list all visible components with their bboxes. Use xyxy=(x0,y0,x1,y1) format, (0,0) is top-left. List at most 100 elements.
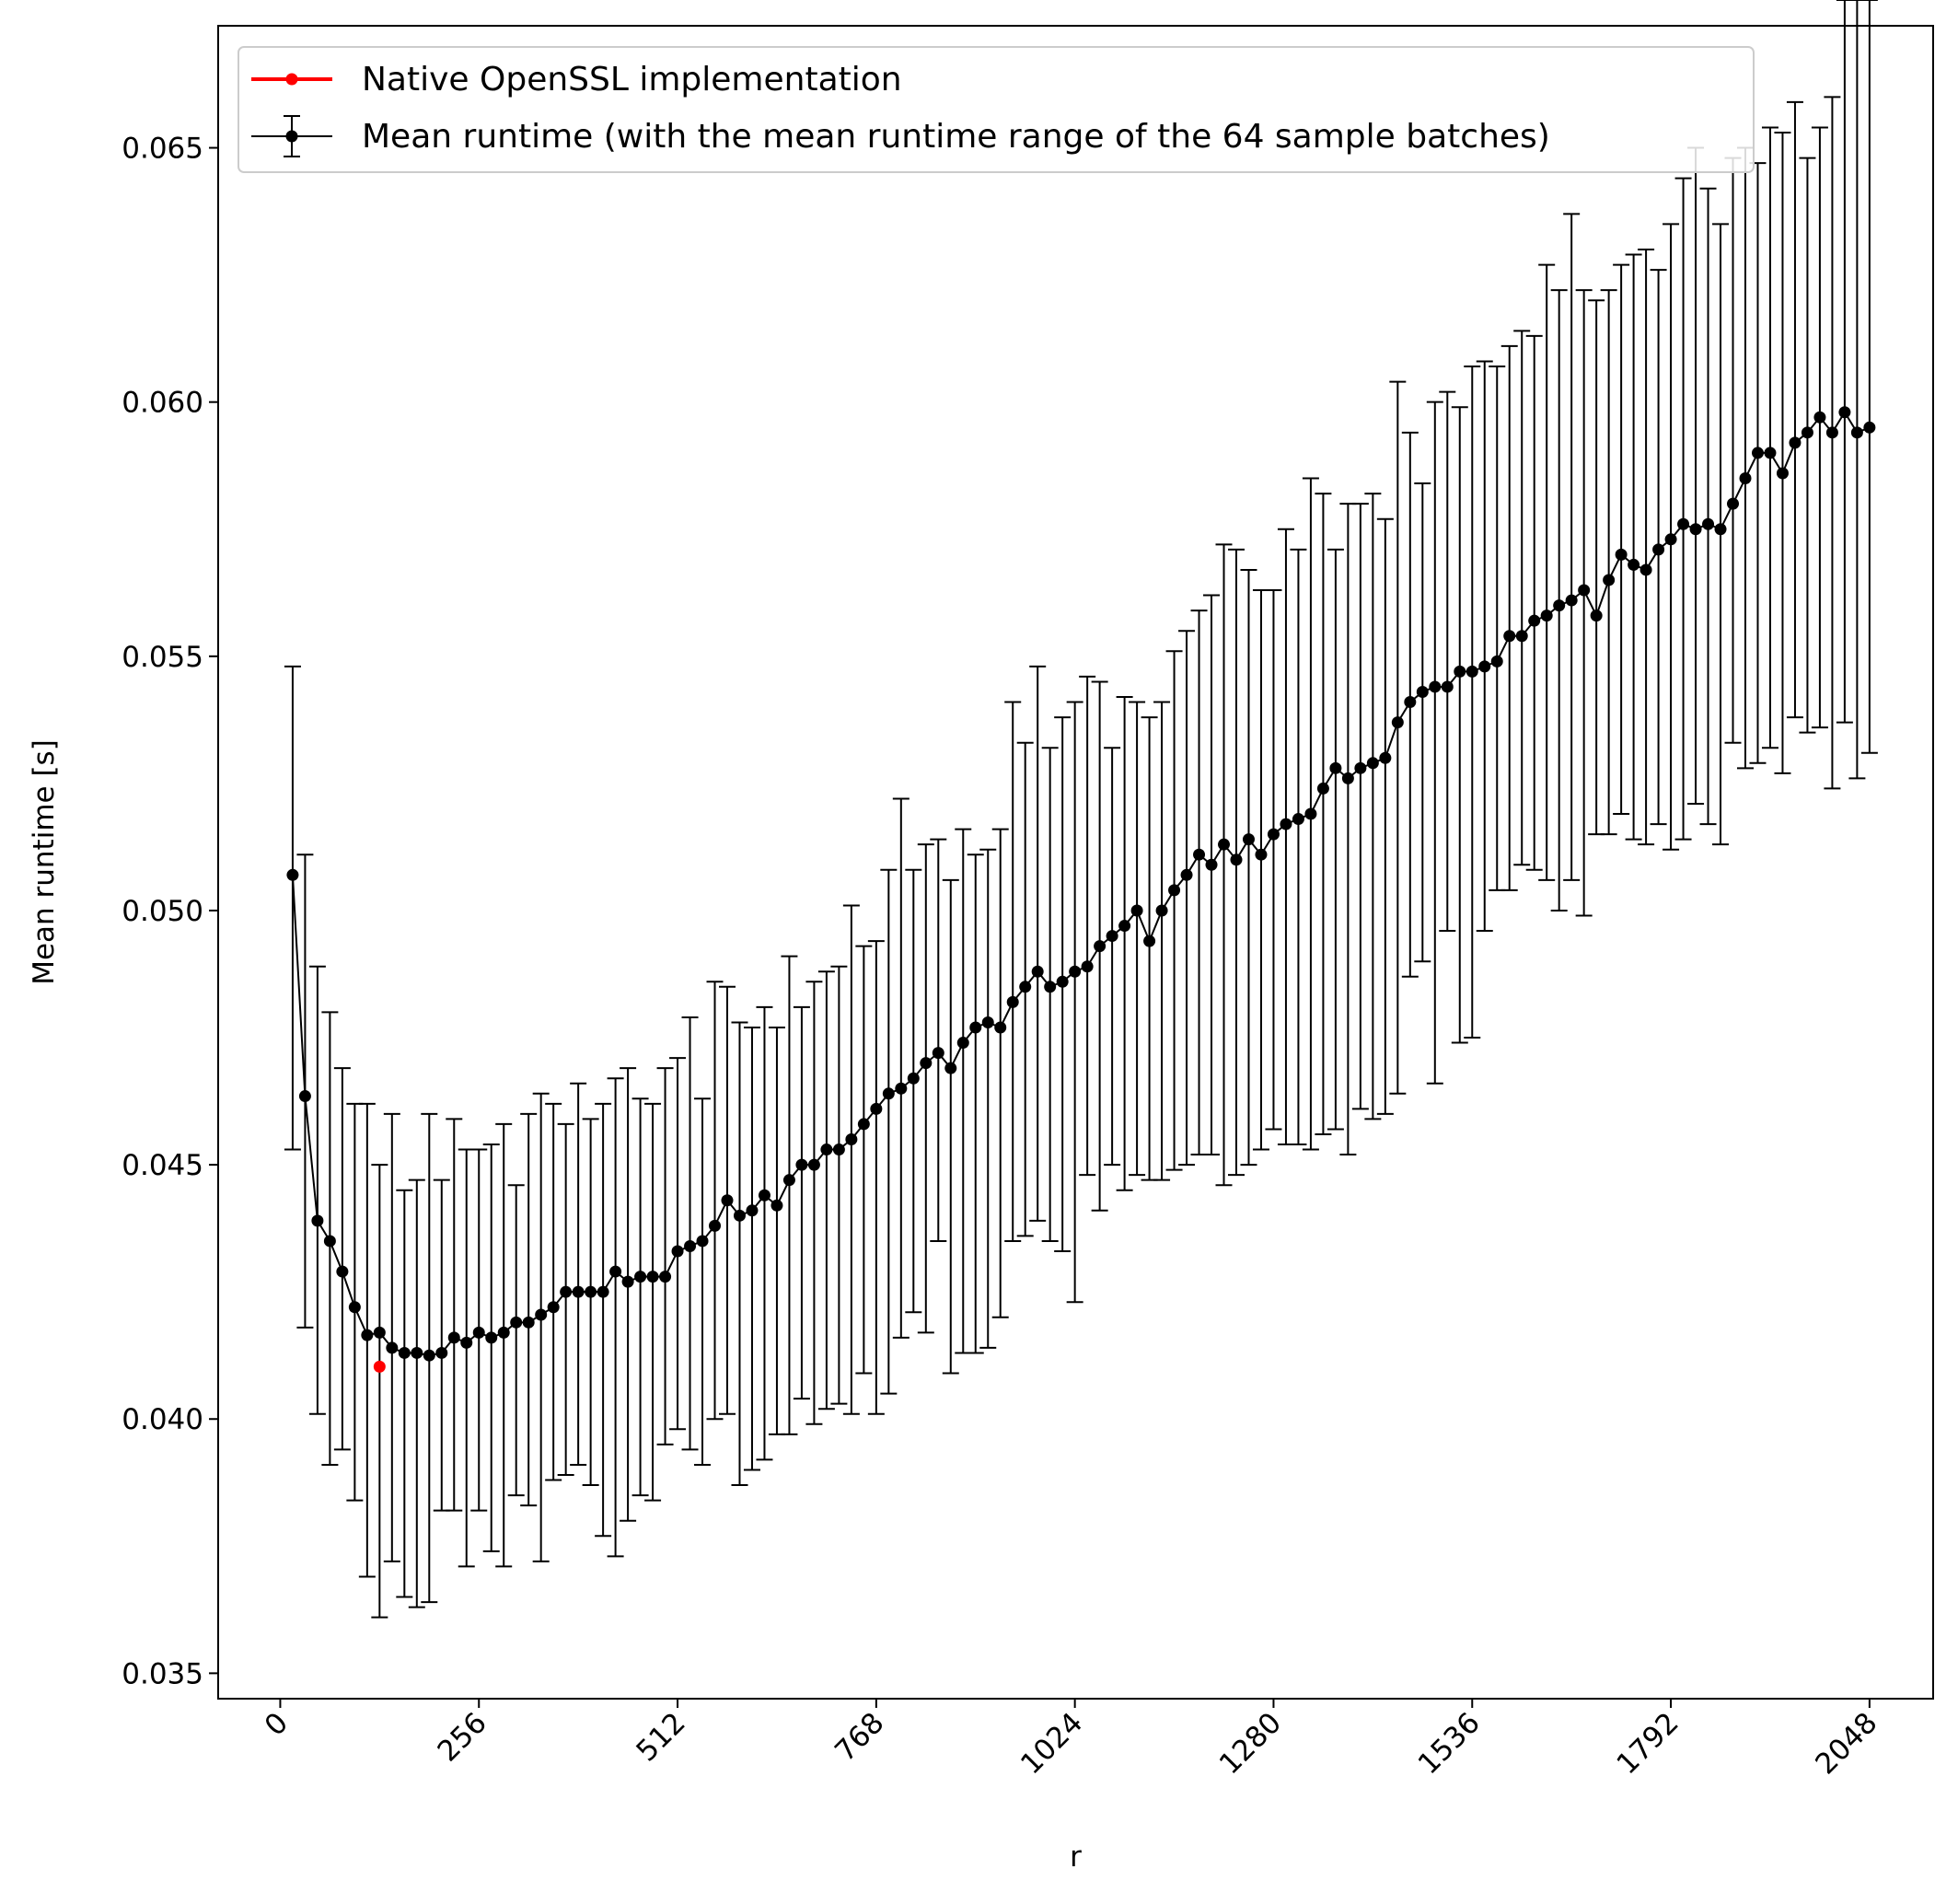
mean-runtime-point xyxy=(1267,828,1280,841)
mean-runtime-point xyxy=(845,1132,858,1145)
mean-runtime-point xyxy=(1478,660,1491,673)
mean-runtime-point xyxy=(373,1326,386,1339)
mean-runtime-point xyxy=(709,1219,722,1232)
mean-runtime-point xyxy=(1404,696,1417,709)
mean-runtime-point xyxy=(1714,523,1727,536)
legend-box xyxy=(238,46,1755,173)
mean-runtime-point xyxy=(1615,548,1628,561)
mean-runtime-point xyxy=(882,1087,895,1100)
mean-runtime-point xyxy=(659,1271,672,1283)
x-tick-label: 1280 xyxy=(1213,1706,1288,1781)
mean-runtime-point xyxy=(1825,426,1838,439)
y-tick-label: 0.055 xyxy=(122,641,203,674)
mean-runtime-point xyxy=(522,1316,535,1329)
mean-runtime-point xyxy=(969,1021,982,1034)
mean-runtime-point xyxy=(770,1199,783,1212)
mean-runtime-point xyxy=(1292,813,1304,826)
mean-runtime-point xyxy=(411,1346,423,1359)
mean-runtime-point xyxy=(1664,533,1677,546)
mean-runtime-point xyxy=(944,1062,957,1074)
mean-runtime-point xyxy=(1056,975,1069,988)
mean-runtime-point xyxy=(1180,868,1193,881)
y-tick-label: 0.050 xyxy=(122,895,203,928)
mean-runtime-point xyxy=(758,1189,770,1202)
mean-runtime-point xyxy=(733,1209,746,1222)
mean-runtime-point xyxy=(1454,665,1466,678)
legend-native-symbol xyxy=(251,73,332,86)
mean-runtime-point xyxy=(1515,630,1528,643)
x-tick-label: 1024 xyxy=(1014,1706,1089,1781)
mean-runtime-point xyxy=(597,1285,609,1298)
series-markers xyxy=(286,406,1876,1373)
mean-runtime-point xyxy=(311,1214,324,1227)
mean-runtime-point xyxy=(981,1016,994,1028)
mean-runtime-point xyxy=(1205,858,1218,871)
mean-runtime-point xyxy=(1031,965,1044,978)
mean-runtime-point xyxy=(1727,497,1740,510)
mean-runtime-point xyxy=(1280,818,1292,830)
mean-runtime-point xyxy=(1565,594,1578,607)
mean-runtime-point xyxy=(1751,447,1764,459)
mean-runtime-point xyxy=(1764,447,1777,459)
y-tick-label: 0.065 xyxy=(122,133,203,166)
mean-runtime-point xyxy=(1218,838,1231,851)
mean-runtime-point xyxy=(1230,853,1243,866)
mean-runtime-point xyxy=(398,1346,411,1359)
mean-runtime-point xyxy=(1416,685,1429,698)
mean-runtime-point xyxy=(1639,563,1652,576)
mean-runtime-point xyxy=(286,868,299,881)
mean-runtime-point xyxy=(1490,655,1503,668)
y-tick-label: 0.060 xyxy=(122,387,203,420)
mean-runtime-point xyxy=(485,1331,498,1344)
mean-runtime-point xyxy=(1304,807,1317,820)
mean-runtime-point xyxy=(1155,904,1168,917)
error-bars xyxy=(284,0,1878,1619)
mean-runtime-point xyxy=(1578,584,1591,597)
y-tick-label: 0.040 xyxy=(122,1403,203,1436)
mean-runtime-point xyxy=(609,1265,622,1278)
mean-runtime-point xyxy=(323,1235,336,1248)
mean-runtime-point xyxy=(1341,772,1354,784)
legend-mean-marker xyxy=(285,130,298,143)
x-tick-label: 0 xyxy=(259,1706,295,1742)
mean-runtime-point xyxy=(1466,665,1478,678)
mean-runtime-point xyxy=(832,1144,845,1156)
mean-runtime-point xyxy=(1094,940,1106,953)
mean-runtime-point xyxy=(1590,610,1603,622)
mean-runtime-point xyxy=(1677,517,1690,530)
mean-runtime-point xyxy=(634,1271,647,1283)
y-axis-ticks: 0.035 0.040 0.045 0.050 0.055 0.060 0.065 xyxy=(122,133,218,1690)
mean-runtime-point xyxy=(460,1336,473,1349)
mean-runtime-point xyxy=(497,1326,510,1339)
x-axis-label: r xyxy=(1070,1840,1082,1874)
mean-runtime-point xyxy=(535,1308,548,1321)
mean-runtime-point xyxy=(684,1239,697,1252)
mean-runtime-point xyxy=(547,1301,560,1314)
mean-runtime-point xyxy=(1019,981,1032,993)
x-tick-label: 512 xyxy=(630,1706,691,1768)
mean-runtime-point xyxy=(907,1072,920,1085)
mean-runtime-point xyxy=(1850,426,1863,439)
mean-runtime-point xyxy=(1006,995,1019,1008)
mean-runtime-point xyxy=(782,1174,795,1187)
mean-runtime-point xyxy=(1329,761,1342,774)
native-openssl-point xyxy=(373,1360,386,1373)
mean-runtime-point xyxy=(423,1349,435,1362)
mean-runtime-point xyxy=(895,1082,908,1095)
mean-runtime-point xyxy=(1316,782,1329,795)
mean-runtime-point xyxy=(1776,467,1789,480)
mean-runtime-point xyxy=(1081,960,1094,973)
mean-runtime-point xyxy=(1553,599,1566,612)
mean-runtime-point xyxy=(1242,833,1255,846)
mean-runtime-point xyxy=(572,1285,585,1298)
mean-runtime-point xyxy=(435,1346,448,1359)
legend-native-marker xyxy=(285,73,298,86)
mean-runtime-point xyxy=(857,1118,870,1131)
mean-runtime-point xyxy=(621,1275,634,1288)
mean-runtime-point xyxy=(348,1301,361,1314)
mean-runtime-point xyxy=(1603,574,1616,586)
mean-runtime-point xyxy=(1106,930,1118,943)
mean-runtime-point xyxy=(671,1245,684,1258)
mean-runtime-point xyxy=(696,1235,709,1248)
